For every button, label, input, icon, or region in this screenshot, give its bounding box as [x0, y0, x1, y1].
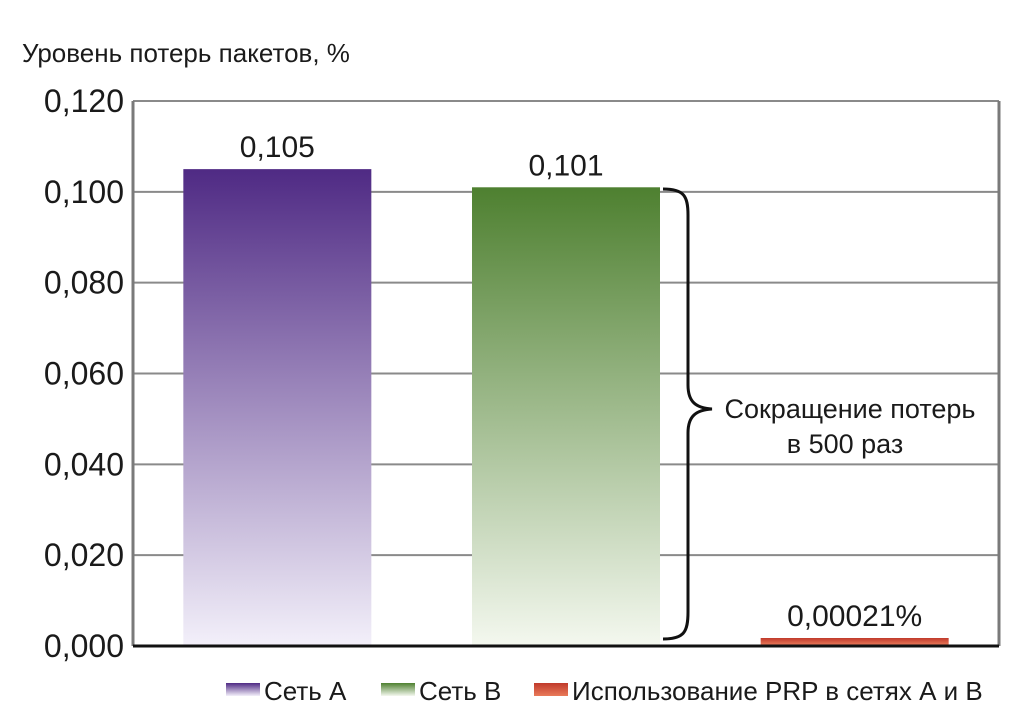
y-tick-labels: 0,000 0,020 0,040 0,060 0,080 0,100 0,120 [44, 83, 124, 664]
y-tick-label: 0,100 [44, 174, 124, 210]
bars [183, 169, 949, 646]
bar [472, 187, 660, 646]
legend-label: Использование PRP в сетях А и В [572, 676, 983, 706]
y-tick-label: 0,040 [44, 446, 124, 482]
y-tick-label: 0,060 [44, 356, 124, 392]
annotation-line2: в 500 раз [787, 429, 904, 459]
y-axis-title: Уровень потерь пакетов, % [22, 38, 350, 68]
y-tick-label: 0,020 [44, 537, 124, 573]
y-tick-label: 0,120 [44, 83, 124, 119]
y-tick-label: 0,080 [44, 265, 124, 301]
legend-swatch [534, 683, 568, 696]
y-tick-label: 0,000 [44, 628, 124, 664]
legend-label: Сеть В [419, 676, 501, 706]
bar-value-label: 0,105 [240, 131, 315, 164]
bar-value-label: 0,101 [528, 149, 603, 182]
annotation-line1: Сокращение потерь [724, 394, 975, 424]
legend-label: Сеть А [264, 676, 347, 706]
legend: Сеть А Сеть В Использование PRP в сетях А … [226, 676, 983, 706]
bar-value-labels: 0,105 0,101 0,00021% [240, 131, 922, 633]
bar [183, 169, 372, 646]
bar-value-label: 0,00021% [787, 600, 922, 633]
bar [760, 638, 949, 645]
legend-swatch [381, 683, 415, 696]
reduction-brace [662, 187, 713, 641]
legend-swatch [226, 683, 260, 696]
